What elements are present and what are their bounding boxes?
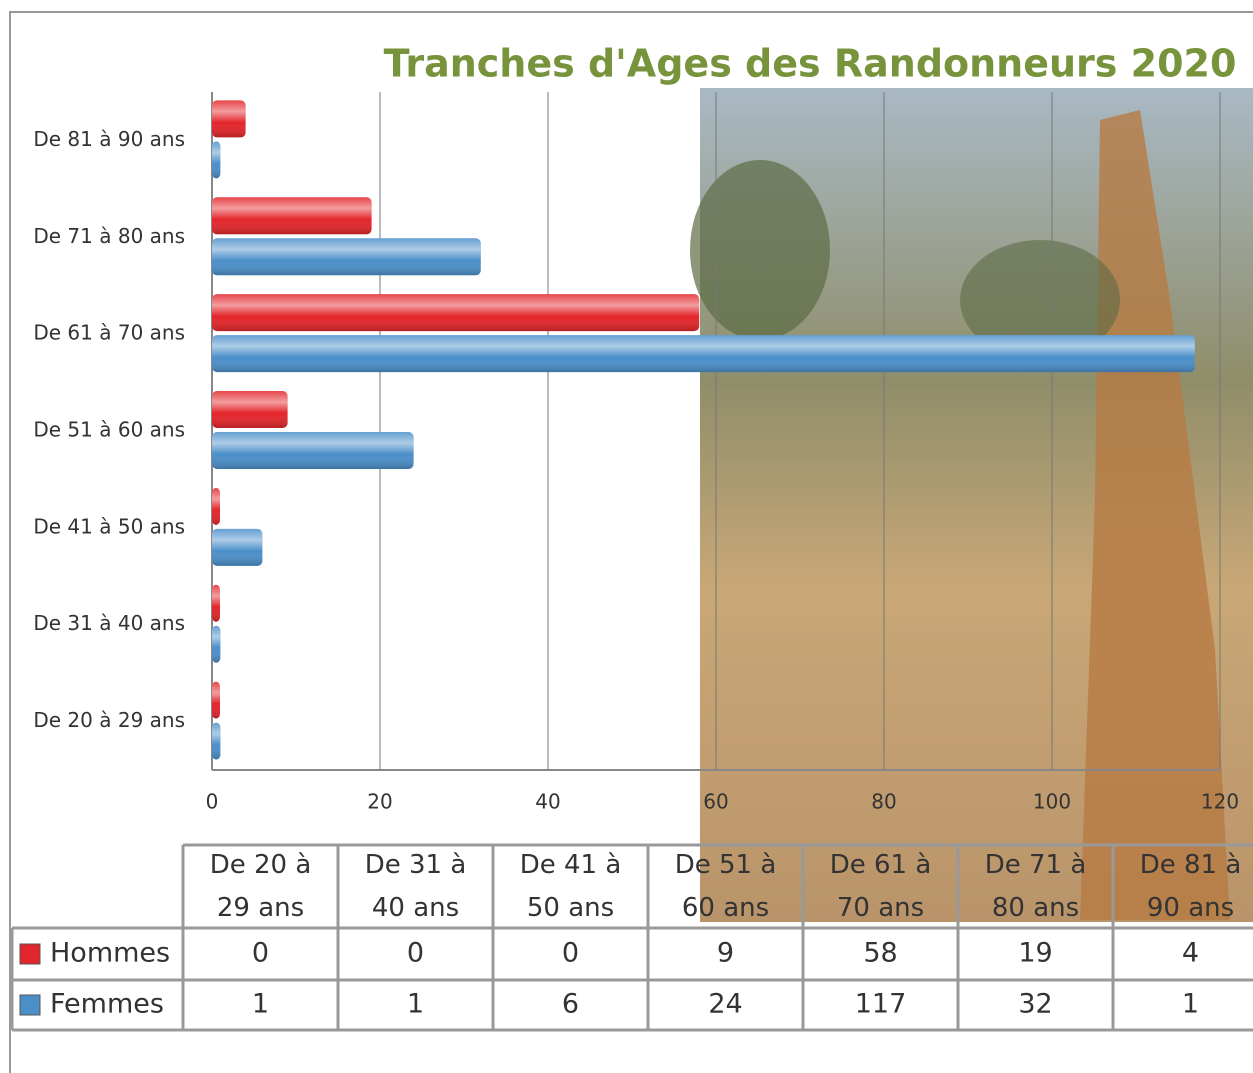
x-tick-label: 120 [1201,790,1239,814]
y-tick-label: De 61 à 70 ans [33,321,185,345]
table-header: De 41 à 50 ans [520,850,622,923]
y-tick-label: De 51 à 60 ans [33,418,185,442]
bar-shine [212,294,699,331]
table-header-line: 29 ans [217,893,304,923]
table-header-line: 90 ans [1147,893,1234,923]
x-tick-label: 20 [367,790,392,814]
chart: Tranches d'Ages des Randonneurs 2020 0 20… [0,0,1253,1073]
bar-shine [212,432,414,469]
bar-shine [212,585,220,622]
legend-label: Hommes [50,938,170,969]
table-cell: 24 [708,989,742,1020]
table-header-line: 40 ans [372,893,459,923]
table-cell: 1 [1182,989,1199,1020]
table-header-line: De 20 à [210,850,312,880]
table-header-line: De 61 à [830,850,932,880]
legend-swatch [20,995,40,1015]
bar-shine [212,682,220,719]
bar-shine [212,626,220,663]
table-header-line: De 41 à [520,850,622,880]
table-header-line: De 71 à [985,850,1087,880]
table-cell: 0 [562,938,579,969]
table-header: De 31 à 40 ans [365,850,467,923]
table-header-line: 60 ans [682,893,769,923]
table-cell: 6 [562,989,579,1020]
table-header-line: 70 ans [837,893,924,923]
table-cell: 58 [863,938,897,969]
y-tick-label: De 41 à 50 ans [33,514,185,538]
x-tick-label: 80 [871,790,896,814]
legend-label: Femmes [50,989,164,1020]
bar-shine [212,141,220,178]
y-tick-label: De 81 à 90 ans [33,127,185,151]
table-header-line: De 81 à [1140,850,1242,880]
table-header-line: De 51 à [675,850,777,880]
x-tick-label: 0 [206,790,219,814]
y-tick-label: De 71 à 80 ans [33,224,185,248]
x-tick-label: 100 [1033,790,1071,814]
table-cell: 117 [855,989,907,1020]
table-header-line: De 31 à [365,850,467,880]
table-cell: 4 [1182,938,1199,969]
table-cell: 1 [407,989,424,1020]
bar-shine [212,488,220,525]
bar-shine [212,197,372,234]
table-cell: 19 [1018,938,1052,969]
bar-shine [212,723,220,760]
table-header-line: 50 ans [527,893,614,923]
table-cell: 9 [717,938,734,969]
y-tick-label: De 31 à 40 ans [33,611,185,635]
legend-swatch [20,944,40,964]
bar-shine [212,238,481,275]
background-photo [690,88,1253,922]
bar-shine [212,529,262,566]
bar-shine [212,335,1195,372]
bar-shine [212,391,288,428]
table-cell: 0 [407,938,424,969]
table-cell: 32 [1018,989,1052,1020]
table-header-line: 80 ans [992,893,1079,923]
x-tick-label: 40 [535,790,560,814]
bar-shine [212,100,246,137]
table-cell: 0 [252,938,269,969]
page: Tranches d'Ages des Randonneurs 2020 0 20… [0,0,1253,1073]
x-tick-label: 60 [703,790,728,814]
chart-title: Tranches d'Ages des Randonneurs 2020 [384,42,1237,86]
y-tick-label: De 20 à 29 ans [33,708,185,732]
table-header: De 20 à 29 ans [210,850,312,923]
table-cell: 1 [252,989,269,1020]
